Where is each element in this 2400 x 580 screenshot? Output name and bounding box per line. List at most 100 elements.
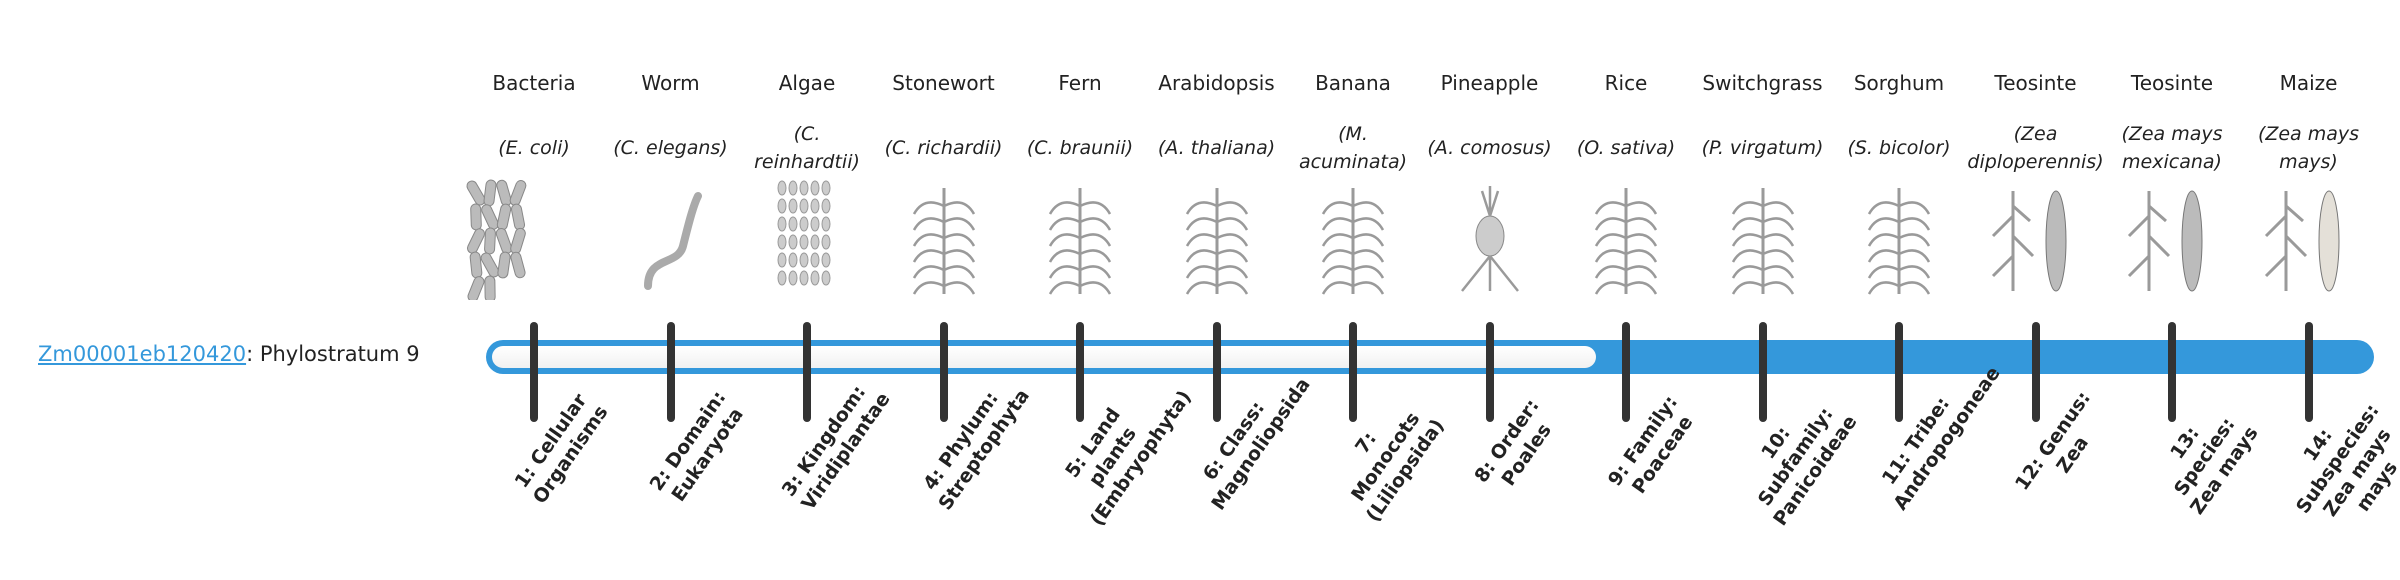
species-text: (P. virgatum)	[1701, 137, 1824, 159]
organism-name: Maize	[2279, 71, 2338, 95]
stratum-label: 4: Phylum: Streptophyta	[918, 385, 1034, 515]
organism-column: Worm (C. elegans)	[603, 66, 739, 196]
stratum-label: 11: Tribe: Andropogoneae	[1877, 362, 2005, 515]
algae-icon	[739, 176, 875, 300]
organism-column: Rice (O. sativa)	[1558, 66, 1694, 196]
stratum-tick	[939, 322, 948, 422]
stratum-tick	[1076, 322, 1084, 422]
organism-species: (S. bicolor)	[1831, 100, 1967, 196]
organism-name: Worm	[641, 71, 700, 95]
organism-species: (O. sativa)	[1558, 100, 1694, 196]
bacteria-icon	[466, 176, 602, 303]
maize-icon	[2241, 176, 2377, 300]
gene-link[interactable]: Zm00001eb120420	[38, 342, 247, 366]
species-text: (Zea diploperennis)	[1967, 123, 2104, 173]
species-text: (Zea mays mexicana)	[2121, 123, 2223, 173]
stonewort-icon	[876, 176, 1012, 300]
stratum-label: 13: Species: Zea mays	[2166, 413, 2263, 519]
sorghum-icon	[1831, 176, 1967, 300]
organism-species: (M. acuminata)	[1285, 100, 1421, 196]
phylostratum-bar	[486, 340, 2374, 374]
stratum-label: 1: Cellular Organisms	[510, 389, 613, 508]
stratum-tick	[2168, 322, 2176, 422]
organism-species: (Zea diploperennis)	[1967, 100, 2104, 196]
organism-name: Stonewort	[892, 71, 995, 95]
stratum-tick	[1212, 322, 1221, 422]
organism-name: Teosinte	[2130, 71, 2214, 95]
species-text: (S. bicolor)	[1847, 137, 1951, 159]
species-text: (Zea mays mays)	[2257, 123, 2360, 173]
teosinte-icon	[2104, 176, 2240, 300]
organism-species: (C. reinhardtii)	[739, 100, 875, 196]
arabidopsis-icon	[1149, 176, 1285, 300]
organism-column: Switchgrass (P. virgatum)	[1695, 66, 1831, 196]
organism-column: Sorghum (S. bicolor)	[1831, 66, 1967, 196]
stratum-label: 5: Land plants (Embryophyta)	[1061, 386, 1196, 531]
organism-name: Banana	[1315, 71, 1391, 95]
organism-species: (A. comosus)	[1422, 100, 1558, 196]
organism-column: Maize (Zea mays mays)	[2241, 66, 2377, 196]
stratum-tick	[1485, 322, 1494, 422]
species-text: (C. richardii)	[884, 137, 1003, 159]
species-text: (C. reinhardtii)	[754, 123, 860, 173]
organism-name: Bacteria	[492, 71, 576, 95]
phylostratum-text: : Phylostratum 9	[246, 342, 420, 366]
species-text: (E. coli)	[498, 137, 570, 159]
worm-icon	[603, 176, 739, 300]
stratum-label: 7: Monocots (Liliopsida)	[1347, 408, 1449, 526]
organism-species: (C. richardii)	[876, 100, 1012, 196]
stratum-label: 10: Subfamily: Panicoideae	[1753, 403, 1861, 530]
species-text: (A. thaliana)	[1157, 137, 1276, 159]
banana-icon	[1285, 176, 1421, 300]
pineapple-icon	[1422, 176, 1558, 300]
stratum-label: 2: Domain: Eukaryota	[645, 386, 748, 506]
organism-column: Teosinte (Zea diploperennis)	[1967, 66, 2104, 196]
stratum-tick	[666, 322, 675, 422]
organism-name: Sorghum	[1853, 71, 1945, 95]
organism-column: Algae (C. reinhardtii)	[739, 66, 875, 196]
rice-icon	[1558, 176, 1694, 300]
stratum-label: 14: Subspecies: Zea mays mays	[2291, 400, 2400, 521]
species-text: (M. acuminata)	[1298, 123, 1408, 173]
species-text: (A. comosus)	[1427, 137, 1552, 159]
organism-column: Teosinte (Zea mays mexicana)	[2104, 66, 2240, 196]
stratum-tick	[2304, 322, 2313, 422]
organism-column: Pineapple (A. comosus)	[1422, 66, 1558, 196]
organism-name: Fern	[1058, 71, 1102, 95]
organism-name: Teosinte	[1994, 71, 2077, 95]
stratum-label: 3: Kingdom: Viridiplantae	[777, 381, 895, 515]
organism-name: Algae	[778, 71, 836, 95]
stratum-label: 12: Genus: Zea	[2010, 387, 2095, 495]
organism-species: (Zea mays mexicana)	[2104, 100, 2240, 196]
species-text: (C. braunii)	[1026, 137, 1134, 159]
organism-name: Arabidopsis	[1158, 71, 1275, 95]
stratum-label: 6: Class: Magnoliopsida	[1198, 374, 1315, 515]
stratum-label: 8: Order: Poales	[1469, 395, 1556, 490]
organism-name: Switchgrass	[1702, 71, 1823, 95]
stratum-tick	[1622, 322, 1630, 422]
organism-species: (A. thaliana)	[1149, 100, 1285, 196]
species-text: (C. elegans)	[613, 137, 728, 159]
organism-species: (C. elegans)	[603, 100, 739, 196]
switchgrass-icon	[1695, 176, 1831, 300]
organism-name: Rice	[1604, 71, 1648, 95]
organism-column: Bacteria (E. coli)	[466, 66, 602, 196]
gene-heading: Zm00001eb120420: Phylostratum 9	[38, 342, 420, 366]
organism-species: (C. braunii)	[1012, 100, 1148, 196]
organism-column: Fern (C. braunii)	[1012, 66, 1148, 196]
bar-unfilled-track	[492, 346, 1596, 368]
organism-species: (Zea mays mays)	[2241, 100, 2377, 196]
organism-column: Arabidopsis (A. thaliana)	[1149, 66, 1285, 196]
organism-species: (E. coli)	[466, 100, 602, 196]
organism-column: Banana (M. acuminata)	[1285, 66, 1421, 196]
organism-name: Pineapple	[1440, 71, 1539, 95]
fern-icon	[1012, 176, 1148, 300]
organism-column: Stonewort (C. richardii)	[876, 66, 1012, 196]
stratum-tick	[803, 322, 811, 422]
stratum-tick	[530, 322, 538, 422]
organism-species: (P. virgatum)	[1695, 100, 1831, 196]
teosinte-icon	[1968, 176, 2104, 300]
stratum-tick	[1895, 322, 1903, 422]
stratum-tick	[1349, 322, 1357, 422]
stratum-label: 9: Family: Poaceae	[1603, 391, 1698, 498]
